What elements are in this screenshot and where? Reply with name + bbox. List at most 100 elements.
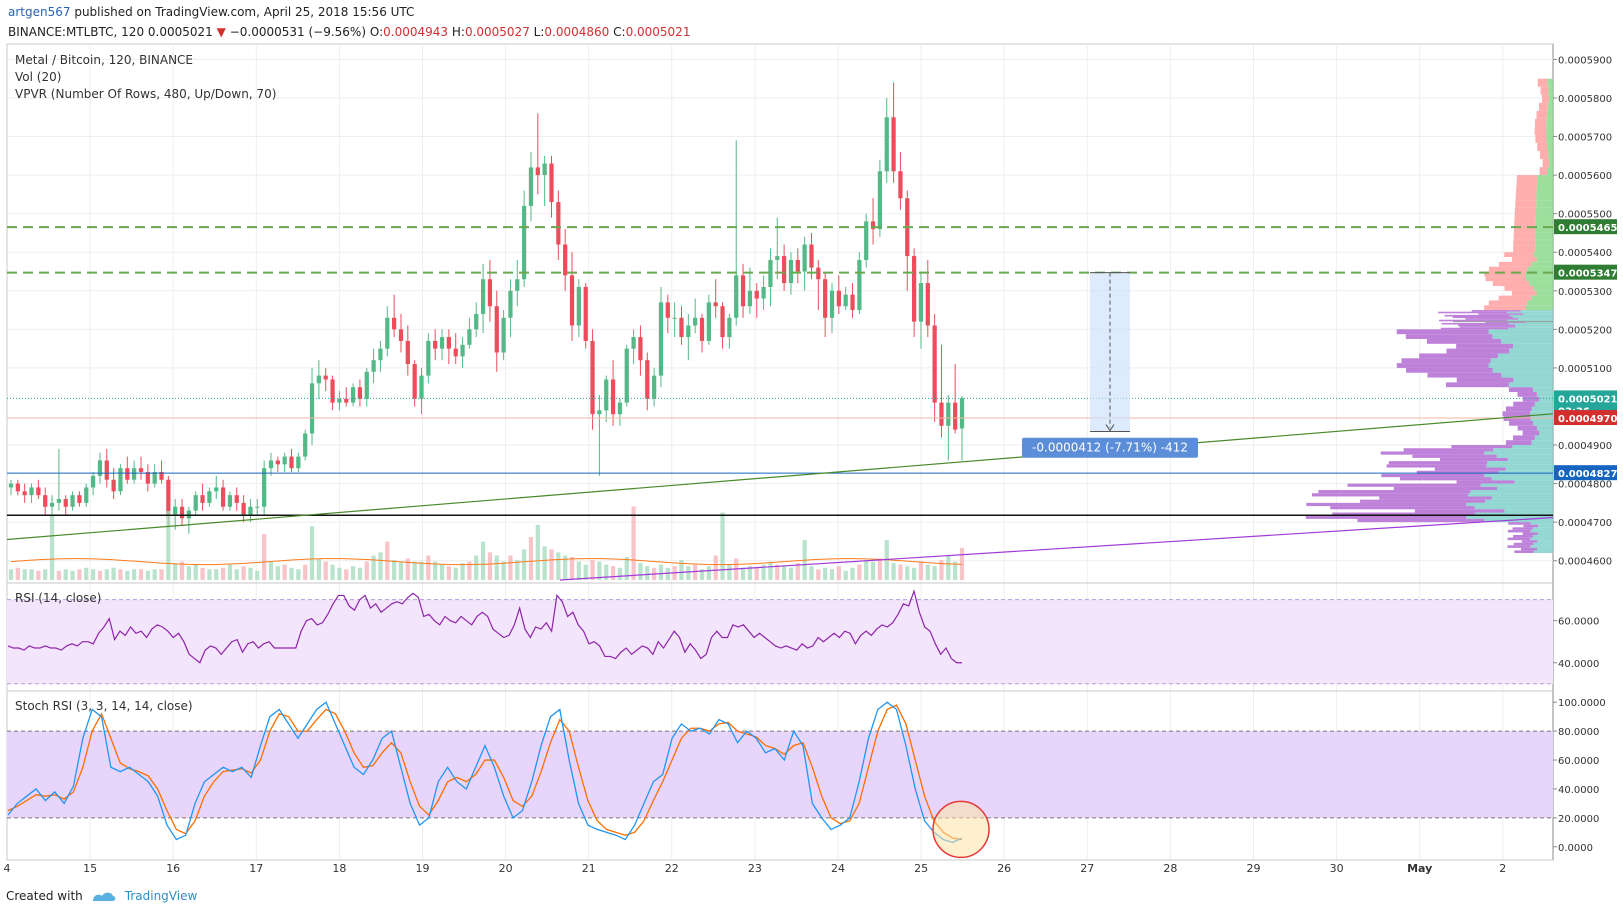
candle-body [884, 117, 889, 172]
candle-body [864, 221, 869, 260]
volume-bar [781, 566, 787, 580]
candle-body [829, 290, 835, 318]
volume-bar [932, 566, 937, 580]
candle-body [563, 244, 568, 276]
volume-bar [159, 569, 164, 580]
vpvr-down-bar [1386, 464, 1487, 468]
vpvr-up-bar [1547, 142, 1553, 152]
price-axis-label-bg [1554, 410, 1617, 426]
vpvr-up-bar [1531, 295, 1553, 301]
vpvr-up-bar [1484, 451, 1553, 455]
volume-bar [186, 566, 192, 580]
volume-bar [255, 570, 260, 580]
vpvr-down-bar [1399, 477, 1492, 481]
candle-body [925, 283, 930, 326]
vpvr-up-bar [1526, 276, 1553, 282]
low-label: L: [533, 25, 545, 39]
volume-bar [90, 569, 96, 580]
candle-body [781, 256, 787, 284]
vpvr-down-bar [1471, 310, 1521, 312]
candle-body [959, 398, 965, 429]
candle-body [754, 290, 759, 299]
vpvr-down-bar [1513, 245, 1536, 253]
vpvr-down-bar [1311, 493, 1469, 497]
vpvr-down-bar [1542, 159, 1550, 168]
volume-bar [405, 558, 410, 580]
candle-body [597, 410, 602, 415]
vpvr-up-bar [1466, 515, 1553, 519]
volume-bar [617, 567, 623, 580]
volume-bar [823, 567, 828, 580]
vpvr-down-bar [1517, 425, 1537, 431]
vpvr-up-bar [1513, 377, 1553, 383]
y-tick-label: 0.0004600 [1558, 557, 1612, 568]
candle-body [761, 286, 766, 299]
vpvr-up-bar [1549, 159, 1553, 168]
candle-body [843, 294, 848, 307]
vpvr-up-bar [1531, 406, 1553, 412]
candle-body [193, 495, 198, 511]
volume-bar [953, 561, 958, 580]
tradingview-brand-link[interactable]: TradingView [124, 889, 198, 903]
volume-bar [522, 549, 527, 580]
x-tick-label: 25 [914, 862, 928, 875]
volume-bar [309, 526, 315, 580]
volume-bar [262, 534, 267, 580]
volume-bar [392, 560, 397, 580]
candle-body [747, 290, 753, 307]
volume-bar [344, 569, 349, 580]
vpvr-up-bar [1548, 151, 1553, 160]
x-tick-label: 21 [582, 862, 596, 875]
vpvr-down-bar [1438, 311, 1508, 314]
author-link[interactable]: artgen567 [8, 5, 71, 19]
volume-bar [631, 506, 636, 580]
volume-bar [508, 555, 513, 580]
vpvr-down-bar [1515, 200, 1537, 208]
published-text: published on TradingView.com, April 25, … [70, 5, 415, 19]
vpvr-down-bar [1396, 329, 1489, 335]
legend-item: Vol (20) [15, 70, 61, 84]
vpvr-up-bar [1536, 392, 1553, 397]
vpvr-down-bar [1505, 440, 1532, 446]
vpvr-up-bar [1546, 126, 1553, 135]
vpvr-down-bar [1332, 512, 1476, 516]
volume-bar [282, 564, 287, 580]
vpvr-up-bar [1507, 311, 1553, 314]
y-tick-label: 0.0005300 [1558, 287, 1612, 298]
vpvr-down-bar [1451, 445, 1513, 449]
stoch-band [7, 731, 1553, 818]
candle-body [740, 275, 746, 307]
vpvr-down-bar [1511, 290, 1537, 296]
vpvr-down-bar [1513, 401, 1535, 407]
candle-body [631, 337, 636, 349]
vpvr-down-bar [1379, 496, 1492, 500]
vpvr-down-bar [1388, 461, 1488, 465]
candle-body [227, 495, 233, 507]
vpvr-down-bar [1318, 490, 1471, 494]
vpvr-down-bar [1416, 470, 1499, 474]
candle-body [220, 487, 226, 507]
candle-body [316, 375, 321, 384]
candle-body [686, 325, 691, 338]
vpvr-up-bar [1533, 252, 1553, 258]
vpvr-down-bar [1523, 524, 1539, 528]
rsi-band [7, 599, 1553, 684]
footer: Created with TradingView [6, 884, 197, 908]
volume-bar [761, 564, 766, 580]
vpvr-up-bar [1547, 167, 1553, 176]
x-tick-label: 2 [1499, 862, 1506, 875]
volume-bar [275, 566, 280, 580]
candle-body [802, 244, 807, 272]
volume-bar [679, 560, 684, 580]
y-tick-label: 0.0005200 [1558, 325, 1612, 336]
close-label: C: [613, 25, 626, 39]
volume-bar [268, 561, 274, 580]
vpvr-down-bar [1504, 252, 1534, 258]
y-tick-label: 0.0005900 [1558, 55, 1612, 66]
candle-body [576, 286, 581, 326]
vpvr-up-bar [1484, 518, 1553, 523]
candle-body [378, 348, 383, 361]
volume-bar [549, 549, 554, 580]
vpvr-down-bar [1516, 181, 1537, 188]
